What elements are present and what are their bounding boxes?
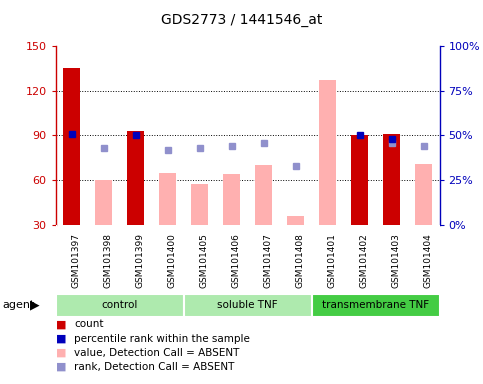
Text: value, Detection Call = ABSENT: value, Detection Call = ABSENT	[74, 348, 239, 358]
Text: GSM101397: GSM101397	[71, 233, 81, 288]
Text: GSM101404: GSM101404	[424, 233, 433, 288]
Bar	[191, 184, 208, 225]
Text: rank, Detection Call = ABSENT: rank, Detection Call = ABSENT	[74, 362, 234, 372]
Text: GSM101401: GSM101401	[327, 233, 337, 288]
Bar	[255, 165, 272, 225]
Bar	[351, 136, 369, 225]
Text: GSM101400: GSM101400	[168, 233, 177, 288]
Bar	[56, 294, 184, 317]
Bar	[184, 294, 312, 317]
Text: ■: ■	[56, 319, 66, 329]
Text: GSM101398: GSM101398	[103, 233, 113, 288]
Text: soluble TNF: soluble TNF	[217, 300, 278, 310]
Bar	[312, 294, 440, 317]
Text: GSM101403: GSM101403	[392, 233, 400, 288]
Bar	[383, 134, 400, 225]
Bar	[287, 216, 304, 225]
Text: ■: ■	[56, 334, 66, 344]
Text: GSM101407: GSM101407	[264, 233, 272, 288]
Text: GSM101402: GSM101402	[359, 233, 369, 288]
Text: transmembrane TNF: transmembrane TNF	[322, 300, 429, 310]
Text: GSM101399: GSM101399	[136, 233, 144, 288]
Bar	[95, 180, 113, 225]
Text: GDS2773 / 1441546_at: GDS2773 / 1441546_at	[161, 13, 322, 27]
Bar	[223, 174, 241, 225]
Text: ■: ■	[56, 362, 66, 372]
Text: GSM101406: GSM101406	[231, 233, 241, 288]
Bar	[63, 68, 80, 225]
Text: GSM101405: GSM101405	[199, 233, 209, 288]
Text: percentile rank within the sample: percentile rank within the sample	[74, 334, 250, 344]
Text: count: count	[74, 319, 103, 329]
Text: GSM101408: GSM101408	[296, 233, 305, 288]
Bar	[159, 172, 176, 225]
Text: ▶: ▶	[30, 299, 40, 312]
Text: control: control	[101, 300, 138, 310]
Bar	[319, 80, 336, 225]
Bar	[127, 131, 144, 225]
Text: ■: ■	[56, 348, 66, 358]
Text: agent: agent	[2, 300, 35, 310]
Bar	[415, 164, 432, 225]
